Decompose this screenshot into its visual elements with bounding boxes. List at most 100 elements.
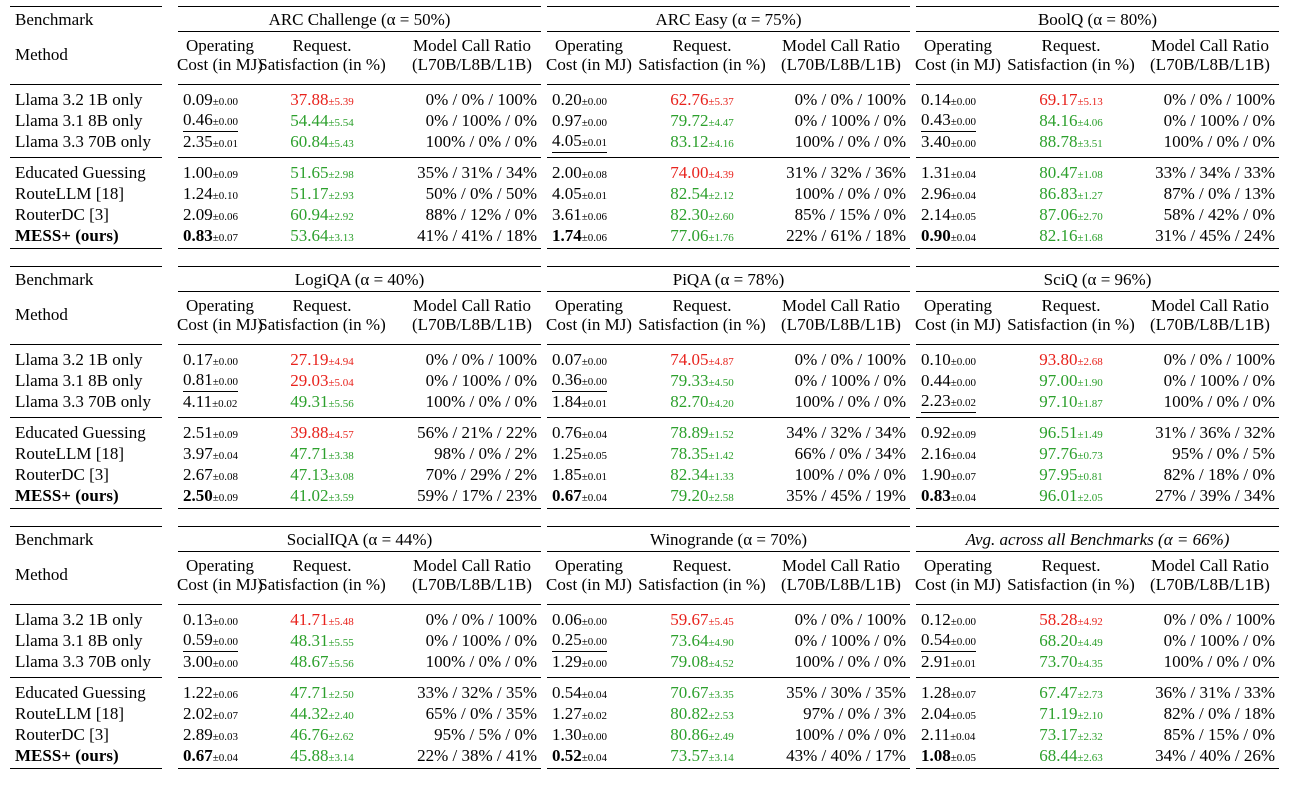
cost-std: ±0.04 <box>581 492 608 504</box>
cost-cell: 2.16±0.04 <box>921 444 976 466</box>
benchmark-title: BoolQ (α = 80%) <box>1037 10 1158 29</box>
cost-cell: 1.27±0.02 <box>552 704 607 726</box>
satisfaction-cell: 88.78±3.51 <box>1039 132 1103 154</box>
cost-std: ±0.00 <box>581 376 608 388</box>
satisfaction-value: 82.70 <box>670 392 709 411</box>
bottom-rule <box>178 248 541 249</box>
bottom-rule <box>547 508 910 509</box>
satisfaction-value: 78.89 <box>670 423 709 442</box>
satisfaction-std: ±3.14 <box>328 752 354 764</box>
cost-std: ±0.09 <box>212 492 239 504</box>
cost-std: ±0.01 <box>581 190 608 202</box>
satisfaction-value: 74.05 <box>670 350 709 369</box>
cost-value: 2.35 <box>183 132 213 151</box>
satisfaction-value: 58.28 <box>1039 610 1078 629</box>
satisfaction-value: 86.83 <box>1039 184 1078 203</box>
cost-value: 0.92 <box>921 423 951 442</box>
satisfaction-cell: 60.94±2.92 <box>290 205 354 227</box>
satisfaction-std: ±1.52 <box>708 429 734 441</box>
cost-std: ±0.10 <box>212 190 239 202</box>
cost-value: 1.29 <box>552 652 582 671</box>
satisfaction-cell: 86.83±1.27 <box>1039 184 1103 206</box>
cost-std: ±0.00 <box>212 96 239 108</box>
header-rule <box>916 344 1279 345</box>
cost-std: ±0.00 <box>581 117 608 129</box>
method-name: RouteLLM [18] <box>15 444 125 463</box>
satisfaction-cell: 58.28±4.92 <box>1039 610 1103 632</box>
cost-cell: 3.00±0.00 <box>183 652 238 674</box>
satisfaction-cell: 97.10±1.87 <box>1039 392 1103 414</box>
cost-cell: 2.89±0.03 <box>183 725 238 747</box>
col-header-cost: Operating <box>555 36 623 55</box>
cost-value: 4.11 <box>183 392 213 411</box>
cost-value: 0.46 <box>183 110 213 129</box>
col-header-ratio: Model Call Ratio <box>412 296 532 315</box>
cost-cell: 0.83±0.04 <box>921 486 976 508</box>
cost-std: ±0.07 <box>212 710 239 722</box>
col-header-satisfaction: Request. <box>672 556 732 575</box>
satisfaction-std: ±5.43 <box>328 138 354 150</box>
satisfaction-value: 29.03 <box>290 371 329 390</box>
cost-cell: 2.11±0.04 <box>921 725 975 747</box>
cost-value: 0.67 <box>552 486 582 505</box>
cost-std: ±0.09 <box>212 169 239 181</box>
cost-std: ±0.06 <box>581 232 608 244</box>
header-rule <box>178 604 541 605</box>
ratio-cell: 0% / 100% / 0% <box>425 111 537 130</box>
satisfaction-value: 47.71 <box>290 444 329 463</box>
satisfaction-value: 97.00 <box>1039 371 1078 390</box>
top-rule <box>10 6 162 7</box>
ratio-cell: 85% / 15% / 0% <box>1163 725 1275 744</box>
cost-cell: 0.83±0.07 <box>183 226 238 248</box>
cost-value: 2.89 <box>183 725 213 744</box>
satisfaction-cell: 84.16±4.06 <box>1039 111 1103 133</box>
satisfaction-std: ±2.12 <box>708 190 734 202</box>
cost-cell: 1.85±0.01 <box>552 465 607 487</box>
cost-value: 0.07 <box>552 350 582 369</box>
cost-value: 2.96 <box>921 184 951 203</box>
cost-cell: 0.67±0.04 <box>183 746 238 768</box>
cost-cell: 0.97±0.00 <box>552 111 607 133</box>
ratio-cell: 0% / 0% / 100% <box>794 90 906 109</box>
cost-value: 3.61 <box>552 205 582 224</box>
satisfaction-cell: 59.67±5.45 <box>670 610 734 632</box>
satisfaction-cell: 45.88±3.14 <box>290 746 354 768</box>
cost-value: 0.54 <box>921 630 951 649</box>
benchmark-title: LogiQA (α = 40%) <box>294 270 425 289</box>
cost-value: 3.97 <box>183 444 213 463</box>
col-header-cost: Cost (in MJ) <box>177 575 263 594</box>
col-header-satisfaction: Request. <box>292 296 352 315</box>
method-name: Educated Guessing <box>15 423 146 442</box>
cost-value: 0.83 <box>921 486 951 505</box>
method-label: Method <box>15 305 68 324</box>
satisfaction-value: 82.16 <box>1039 226 1078 245</box>
ratio-cell: 97% / 0% / 3% <box>803 704 906 723</box>
satisfaction-cell: 68.20±4.49 <box>1039 631 1103 653</box>
ratio-cell: 31% / 36% / 32% <box>1155 423 1275 442</box>
satisfaction-std: ±1.33 <box>708 471 734 483</box>
satisfaction-std: ±5.55 <box>328 637 354 649</box>
satisfaction-std: ±3.13 <box>328 232 354 244</box>
method-name: RouterDC [3] <box>15 465 109 484</box>
ratio-cell: 50% / 0% / 50% <box>425 184 537 203</box>
col-header-cost: Operating <box>555 296 623 315</box>
satisfaction-value: 60.84 <box>290 132 329 151</box>
cost-value: 1.22 <box>183 683 213 702</box>
benchmark-label: Benchmark <box>15 10 94 29</box>
col-header-ratio: Model Call Ratio <box>1150 556 1270 575</box>
ratio-cell: 0% / 100% / 0% <box>425 371 537 390</box>
satisfaction-std: ±4.16 <box>708 138 734 150</box>
cost-std: ±0.04 <box>950 731 976 743</box>
cost-value: 0.10 <box>921 350 951 369</box>
col-header-satisfaction: Request. <box>1041 556 1101 575</box>
cost-cell: 0.76±0.04 <box>552 423 607 445</box>
col-header-cost: Cost (in MJ) <box>915 315 1001 334</box>
bottom-rule <box>178 508 541 509</box>
ratio-cell: 33% / 32% / 35% <box>417 683 537 702</box>
satisfaction-value: 88.78 <box>1039 132 1078 151</box>
top-rule <box>547 266 910 267</box>
satisfaction-cell: 51.17±2.93 <box>290 184 354 206</box>
benchmark-title: SocialIQA (α = 44%) <box>286 530 433 549</box>
title-rule <box>916 291 1279 292</box>
cost-value: 0.76 <box>552 423 582 442</box>
